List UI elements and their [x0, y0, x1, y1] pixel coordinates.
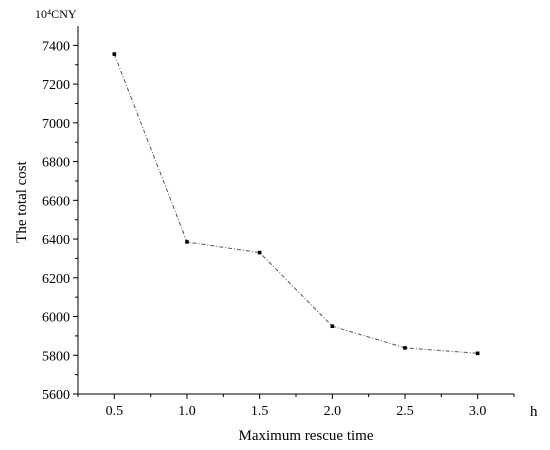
- y-tick-label: 5800: [42, 349, 70, 364]
- x-tick-label: 3.0: [469, 404, 487, 419]
- data-point: [112, 52, 117, 56]
- y-axis-title: The total cost: [14, 160, 30, 242]
- y-unit-label: 10⁴CNY: [35, 7, 77, 21]
- x-axis-title: Maximum rescue time: [239, 428, 374, 444]
- data-point: [475, 351, 480, 356]
- x-ticks: 0.5 1.0 1.5 2.0 2.5 3.0: [77, 394, 515, 419]
- series-group: [112, 52, 480, 356]
- data-point: [185, 240, 189, 244]
- x-unit-label: h: [530, 404, 538, 420]
- y-tick-label: 6000: [42, 311, 70, 326]
- y-tick-label: 6600: [42, 194, 70, 209]
- x-tick-label: 0.5: [106, 404, 124, 419]
- x-tick-label: 2.0: [324, 404, 342, 419]
- y-tick-label: 7000: [42, 117, 70, 132]
- y-tick-label: 7200: [42, 78, 70, 93]
- x-tick-label: 2.5: [396, 404, 414, 419]
- x-tick-label: 1.0: [178, 404, 196, 419]
- y-tick-label: 6400: [42, 233, 70, 248]
- data-point: [257, 250, 262, 255]
- series-line: [113, 53, 478, 354]
- y-ticks: 5600 5800 6000 6200 6400 6600 6800 7000 7200 7400: [42, 39, 78, 403]
- y-tick-label: 6200: [42, 272, 70, 287]
- y-tick-label: 7400: [42, 39, 70, 54]
- axes: [77, 26, 514, 395]
- x-tick-label: 1.5: [251, 404, 269, 419]
- y-tick-label: 5600: [42, 388, 70, 403]
- y-tick-label: 6800: [42, 156, 70, 171]
- data-point: [403, 346, 407, 350]
- data-point: [330, 324, 335, 329]
